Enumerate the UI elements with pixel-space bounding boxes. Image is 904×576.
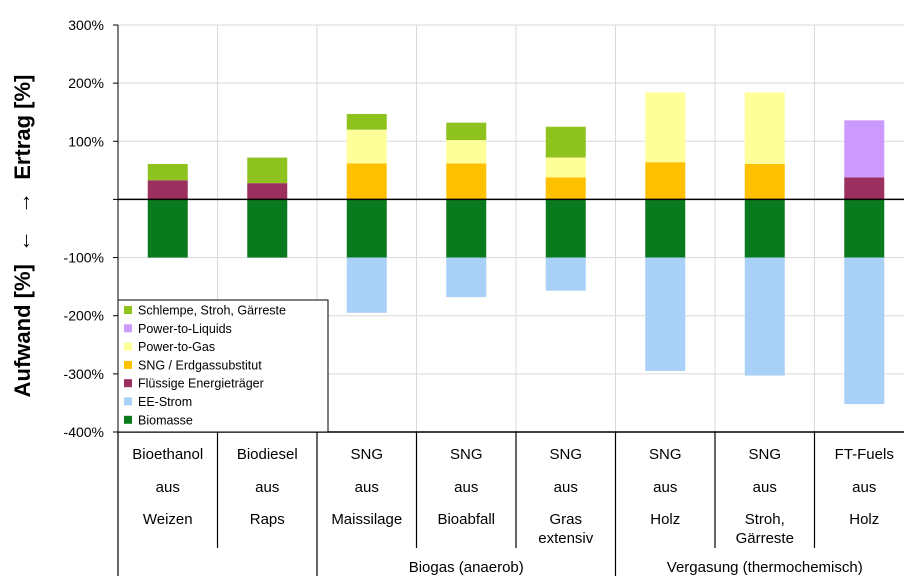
category-label-line3: Maissilage [331, 511, 402, 528]
category-label-line2: aus [454, 479, 478, 496]
legend-label: EE-Strom [138, 395, 192, 409]
category-label-line3: Holz [849, 511, 879, 528]
y-tick-label: -400% [64, 424, 104, 440]
bar-segment [446, 140, 487, 164]
legend-label: Power-to-Gas [138, 340, 215, 354]
legend-swatch [124, 360, 132, 369]
bar-segment [545, 257, 586, 291]
legend-swatch [124, 324, 132, 333]
bar-segment [645, 199, 686, 258]
group-label: Biogas (anaerob) [409, 559, 524, 576]
legend-label: Flüssige Energieträger [138, 377, 264, 391]
y-tick-label: 100% [68, 133, 104, 149]
category-label-line2: aus [554, 479, 578, 496]
group-label: Vergasung (thermochemisch) [667, 559, 863, 576]
bar-segment [545, 199, 586, 258]
y-label-pos-arrow: → [10, 192, 35, 214]
y-tick-label: -100% [64, 250, 104, 266]
category-label-line3: Gras [549, 511, 582, 528]
y-label-neg-arrow: ← [10, 230, 35, 252]
category-label-line2: aus [355, 479, 379, 496]
legend: Schlempe, Stroh, Gärreste Power-to-Liquid… [117, 299, 329, 433]
category-label-line4: Gärreste [736, 530, 794, 547]
bar-segment [346, 129, 387, 164]
category-label-line1: SNG [350, 446, 383, 463]
legend-swatch [124, 397, 132, 406]
category-label-line4: extensiv [538, 530, 594, 547]
category-label-line3: Holz [650, 511, 680, 528]
bar-segment [844, 199, 885, 258]
bar-segment [844, 257, 885, 405]
bar-segment [545, 177, 586, 200]
category-label-line3: Stroh, [745, 511, 785, 528]
legend-label: Schlempe, Stroh, Gärreste [138, 304, 286, 318]
bar-segment [744, 257, 785, 376]
category-label-line1: SNG [549, 446, 582, 463]
legend-label: SNG / Erdgassubstitut [138, 358, 262, 372]
bar-segment [346, 257, 387, 313]
bar-segment [645, 162, 686, 200]
bar-segment [247, 157, 288, 184]
category-label-line3: Bioabfall [437, 511, 495, 528]
category-label-line1: SNG [450, 446, 483, 463]
bar-segment [744, 163, 785, 200]
category-label-line1: Biodiesel [237, 446, 298, 463]
legend-swatch [124, 306, 132, 314]
legend-swatch [124, 342, 132, 351]
bar-segment [147, 199, 188, 258]
category-labels: Bioethanol aus Weizen Biodiesel aus Raps SNG au… [132, 446, 894, 576]
bar-segment [147, 163, 188, 181]
category-label-line3: Raps [250, 511, 285, 528]
bar-segment [645, 257, 686, 371]
bar-segment [446, 199, 487, 258]
legend-label: Power-to-Liquids [138, 322, 232, 336]
y-tick-label: -200% [64, 308, 104, 324]
axes [113, 24, 904, 576]
category-label-line1: SNG [748, 446, 781, 463]
bar-segment [346, 163, 387, 200]
y-tick-label: -300% [64, 366, 104, 382]
category-label-line2: aus [753, 479, 777, 496]
bar-segment [346, 113, 387, 130]
bar-segment [645, 92, 686, 163]
y-axis-title: Aufwand [%] ← → Ertrag [%] [10, 75, 35, 398]
bar-segment [844, 177, 885, 200]
y-tick-label: 200% [68, 75, 104, 91]
bar-stacks [147, 92, 885, 405]
bar-segment [844, 120, 885, 178]
y-label-negative: Aufwand [%] [10, 264, 35, 397]
legend-swatch [124, 415, 132, 424]
y-label-positive: Ertrag [%] [10, 75, 35, 180]
bar-segment [744, 199, 785, 258]
bar-segment [545, 157, 586, 178]
category-label-line2: aus [852, 479, 876, 496]
bar-segment [446, 122, 487, 141]
legend-swatch [124, 379, 132, 388]
bar-segment [545, 126, 586, 158]
y-tick-labels: -400% -300% -200% -100% 100% 200% 300% [64, 17, 104, 440]
category-label-line2: aus [255, 479, 279, 496]
legend-label: Biomasse [138, 413, 193, 427]
bar-segment [446, 163, 487, 200]
category-label-line1: SNG [649, 446, 682, 463]
category-label-line2: aus [653, 479, 677, 496]
bar-segment [744, 92, 785, 164]
category-label-line3: Weizen [143, 511, 193, 528]
bar-segment [247, 183, 288, 200]
legend-box [117, 299, 329, 433]
category-label-line2: aus [156, 479, 180, 496]
category-label-line1: Bioethanol [132, 446, 203, 463]
bar-segment [147, 180, 188, 200]
svg-text:Aufwand [%] ← →: Aufwand [%] ← → Ertrag [%] [10, 75, 35, 398]
bar-segment [346, 199, 387, 258]
bar-segment [247, 199, 288, 258]
category-label-line1: FT-Fuels [835, 446, 894, 463]
y-tick-label: 300% [68, 17, 104, 33]
bar-segment [446, 257, 487, 298]
